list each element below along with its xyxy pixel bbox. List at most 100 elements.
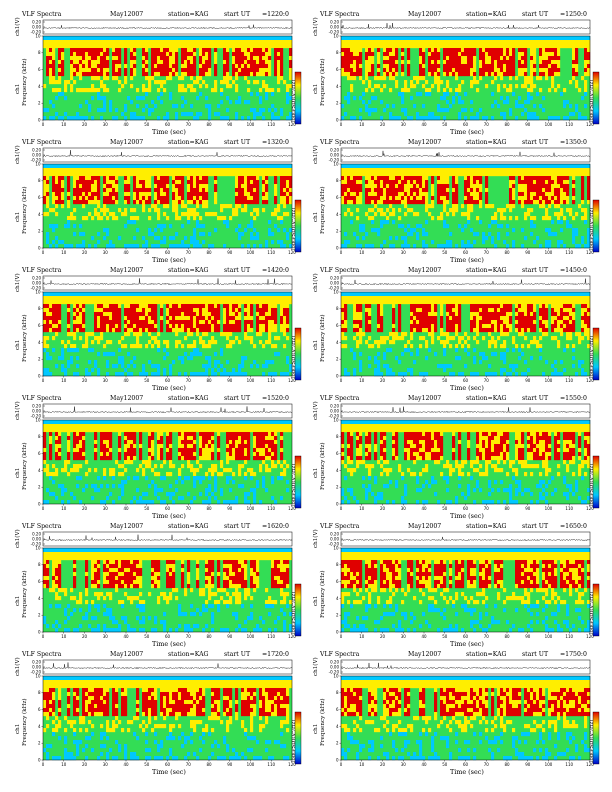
spectrogram-cell — [587, 232, 591, 237]
spectrogram-cell — [548, 36, 552, 41]
spectrogram-cell — [584, 208, 588, 213]
spectrogram-cell — [247, 36, 251, 41]
spectrogram-cell — [557, 240, 561, 245]
spectrogram-cell — [178, 184, 182, 189]
spectrogram-cell — [428, 172, 432, 177]
spectrogram-cell — [46, 184, 50, 189]
spectrogram-cell — [491, 92, 495, 97]
spectrogram-cell — [488, 232, 492, 237]
spectrogram-cell — [64, 168, 68, 173]
spectrogram-cell — [485, 196, 489, 201]
spectrogram-cell — [389, 40, 393, 45]
spectrogram-cell — [521, 60, 525, 65]
spectrogram-cell — [389, 180, 393, 185]
spectrogram-cell — [184, 292, 188, 297]
spectrogram-cell — [521, 180, 525, 185]
spectrogram-cell — [488, 204, 492, 209]
spectrogram-cell — [199, 168, 203, 173]
spectrogram-cell — [359, 40, 363, 45]
spectrogram-cell — [214, 44, 218, 49]
spectrogram-cell — [506, 244, 510, 249]
spectrogram-cell — [344, 176, 348, 181]
spectrogram-cell — [100, 164, 104, 169]
spectrogram-cell — [244, 320, 248, 325]
spectrogram-cell — [494, 164, 498, 169]
spectrogram-cell — [566, 172, 570, 177]
spectrogram-cell — [557, 72, 561, 77]
spectrogram-cell — [124, 108, 128, 113]
spectrogram-cell — [43, 348, 47, 353]
spectrogram-cell — [419, 40, 423, 45]
spectrogram-cell — [247, 68, 251, 73]
spectrogram-cell — [365, 36, 369, 41]
spectrogram-cell — [265, 84, 269, 89]
spectrogram-cell — [560, 44, 564, 49]
spectrogram-cell — [383, 240, 387, 245]
spectrogram-cell — [572, 168, 576, 173]
spectrogram-cell — [229, 216, 233, 221]
spectrogram-cell — [368, 64, 372, 69]
spectrogram-cell — [286, 96, 290, 101]
spectrogram-cell — [563, 176, 567, 181]
spectrogram-cell — [208, 360, 212, 365]
spectrogram-cell — [211, 304, 215, 309]
spectrogram-cell — [232, 48, 236, 53]
spectrogram-cell — [476, 184, 480, 189]
spectrogram-cell — [133, 176, 137, 181]
spectrogram-cell — [151, 328, 155, 333]
spectrogram-cell — [118, 308, 122, 313]
y-tick-label: 4 — [336, 84, 339, 89]
spectrogram-cell — [578, 112, 582, 117]
spectrogram-cell — [112, 324, 116, 329]
spectrogram-cell — [223, 300, 227, 305]
spectrogram-cell — [124, 292, 128, 297]
spectrogram-cell — [265, 52, 269, 57]
spectrogram-cell — [220, 36, 224, 41]
spectrogram-cell — [250, 300, 254, 305]
spectrogram-cell — [425, 88, 429, 93]
spectrogram-cell — [118, 312, 122, 317]
spectrogram-cell — [344, 212, 348, 217]
spectrogram-cell — [229, 332, 233, 337]
spectrogram-cell — [560, 220, 564, 225]
spectrogram-cell — [395, 56, 399, 61]
spectrogram-cell — [133, 216, 137, 221]
spectrogram-cell — [46, 352, 50, 357]
spectrogram-cell — [211, 372, 215, 377]
x-tick-label: 30 — [103, 122, 109, 127]
spectrogram-cell — [235, 176, 239, 181]
spectrogram-cell — [70, 40, 74, 45]
spectrogram-cell — [223, 76, 227, 81]
spectrogram-cell — [473, 196, 477, 201]
spectrogram-cell — [88, 56, 92, 61]
spectrogram-cell — [410, 192, 414, 197]
spectrogram-cell — [226, 224, 230, 229]
spectrogram-cell — [190, 324, 194, 329]
spectrogram-cell — [428, 36, 432, 41]
spectrogram-cell — [97, 184, 101, 189]
spectrogram-cell — [172, 300, 176, 305]
spectrogram-cell — [557, 192, 561, 197]
spectrogram-cell — [545, 40, 549, 45]
spectrogram-cell — [530, 200, 534, 205]
spectrogram-cell — [46, 300, 50, 305]
spectrogram-cell — [422, 228, 426, 233]
spectrogram-cell — [169, 364, 173, 369]
spectrogram-cell — [374, 164, 378, 169]
spectrogram-cell — [106, 192, 110, 197]
spectrogram-cell — [497, 208, 501, 213]
spectrogram-cell — [193, 228, 197, 233]
spectrogram-cell — [181, 344, 185, 349]
spectrogram-cell — [404, 36, 408, 41]
spectrogram-cell — [491, 56, 495, 61]
spectrogram-cell — [563, 88, 567, 93]
spectrogram-cell — [112, 216, 116, 221]
spectrogram-cell — [193, 192, 197, 197]
spectrogram-cell — [157, 372, 161, 377]
spectrogram-cell — [82, 68, 86, 73]
x-tick-label: 0 — [340, 122, 343, 127]
spectrogram-cell — [82, 232, 86, 237]
spectrogram-cell — [190, 164, 194, 169]
spectrogram-cell — [163, 196, 167, 201]
spectrogram-cell — [500, 172, 504, 177]
